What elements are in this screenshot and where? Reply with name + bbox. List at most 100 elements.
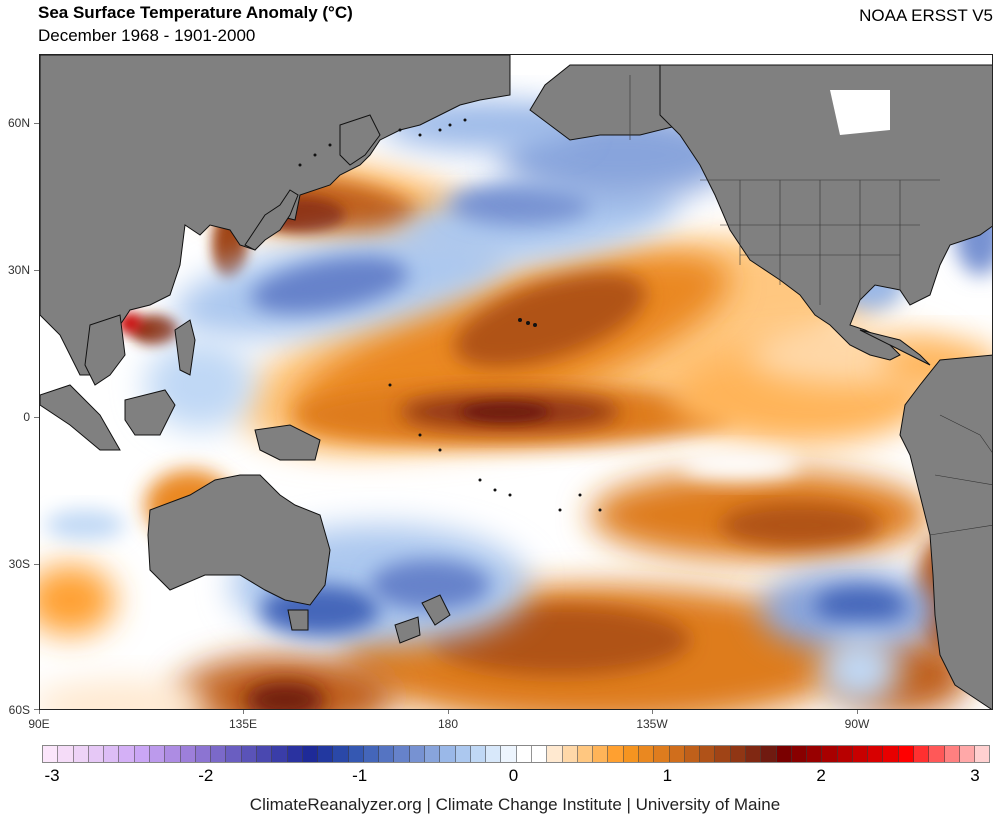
land-masses xyxy=(40,55,992,709)
y-tick-label: 30S xyxy=(8,557,30,571)
y-tick-label: 0 xyxy=(23,410,30,424)
land-new-guinea xyxy=(254,424,321,461)
colorbar-swatch xyxy=(256,746,273,762)
colorbar-swatch xyxy=(914,746,930,762)
land-new-zealand-north xyxy=(421,594,451,626)
colorbar-swatch xyxy=(58,746,74,762)
y-tick-label: 30N xyxy=(7,263,30,277)
y-tick-mark xyxy=(34,417,39,418)
credit-line: ClimateReanalyzer.org | Climate Change I… xyxy=(249,795,781,814)
colorbar-swatch xyxy=(715,746,731,762)
colorbar-swatch xyxy=(608,746,624,762)
colorbar-swatch xyxy=(929,746,945,762)
colorbar-swatch xyxy=(700,746,716,762)
colorbar-swatch xyxy=(654,746,670,762)
x-tick-mark xyxy=(857,710,858,714)
colorbar-swatch xyxy=(898,746,915,762)
land-indochina xyxy=(84,314,126,386)
colorbar-swatch xyxy=(470,746,487,762)
land-greenland-gap xyxy=(830,90,890,135)
colorbar-swatch xyxy=(623,746,639,762)
colorbar-swatch xyxy=(837,746,853,762)
land-central-america xyxy=(859,329,931,366)
land-south-america xyxy=(899,354,992,709)
land-tasmania xyxy=(287,609,309,631)
colorbar-swatch xyxy=(547,746,563,762)
colorbar-swatch xyxy=(807,746,823,762)
colorbar-tick-label: 2 xyxy=(816,766,826,785)
colorbar-swatch xyxy=(119,746,135,762)
colorbar-swatch xyxy=(944,746,960,762)
x-tick-label: 180 xyxy=(437,717,459,731)
colorbar-swatch xyxy=(88,746,105,762)
colorbar-swatch xyxy=(684,746,701,762)
colorbar-tick-label: 3 xyxy=(970,766,980,785)
y-tick-mark xyxy=(34,123,39,124)
colorbar-swatch xyxy=(363,746,380,762)
land-north-america xyxy=(659,64,992,361)
colorbar-tick-label: -3 xyxy=(44,766,60,785)
colorbar-swatch xyxy=(959,746,976,762)
y-tick-mark xyxy=(34,270,39,271)
colorbar-swatch xyxy=(241,746,257,762)
y-tick-label: 60S xyxy=(8,703,30,717)
x-tick-label: 135E xyxy=(228,717,258,731)
x-tick-mark xyxy=(39,710,40,714)
colorbar-swatch xyxy=(287,746,303,762)
x-tick-label: 90W xyxy=(844,717,870,731)
colorbar-tick-label: 1 xyxy=(662,766,673,785)
map-canvas xyxy=(40,55,992,709)
land-japan xyxy=(244,189,299,251)
colorbar-swatch xyxy=(440,746,456,762)
land-sumatra xyxy=(40,384,121,451)
colorbar-swatch xyxy=(43,746,59,762)
colorbar-tick-label: -2 xyxy=(198,766,214,785)
island-dots xyxy=(298,118,602,512)
colorbar-swatch xyxy=(822,746,838,762)
colorbar-swatch xyxy=(577,746,594,762)
colorbar-swatch xyxy=(195,746,212,762)
chart-title: Sea Surface Temperature Anomaly (°C) xyxy=(38,3,353,22)
colorbar-swatch xyxy=(501,746,517,762)
x-tick-mark xyxy=(243,710,244,714)
land-new-zealand-south xyxy=(394,616,421,644)
land-borneo xyxy=(124,389,176,436)
colorbar-swatch xyxy=(165,746,181,762)
colorbar-swatch xyxy=(333,746,349,762)
colorbar-swatch xyxy=(211,746,227,762)
colorbar-swatch xyxy=(745,746,762,762)
colorbar-swatch xyxy=(486,746,502,762)
colorbar-swatch xyxy=(134,746,150,762)
colorbar-swatch xyxy=(149,746,166,762)
colorbar-swatch xyxy=(272,746,288,762)
colorbar-swatch xyxy=(532,746,548,762)
colorbar-swatch xyxy=(562,746,578,762)
colorbar xyxy=(42,745,990,763)
colorbar-swatch xyxy=(852,746,869,762)
colorbar-swatch xyxy=(761,746,777,762)
land-australia xyxy=(147,474,331,606)
colorbar-swatch xyxy=(593,746,609,762)
colorbar-swatch xyxy=(669,746,685,762)
colorbar-swatch xyxy=(776,746,792,762)
colorbar-swatch xyxy=(516,746,532,762)
colorbar-swatch xyxy=(730,746,746,762)
colorbar-swatch xyxy=(226,746,242,762)
colorbar-swatch xyxy=(791,746,808,762)
colorbar-swatch xyxy=(302,746,319,762)
chart-subtitle: December 1968 - 1901-2000 xyxy=(38,26,256,45)
y-tick-mark xyxy=(34,564,39,565)
x-tick-label: 90E xyxy=(28,717,50,731)
colorbar-tick-label: 0 xyxy=(508,766,519,785)
x-tick-label: 135W xyxy=(636,717,668,731)
colorbar-swatch xyxy=(379,746,395,762)
colorbar-swatch xyxy=(394,746,410,762)
colorbar-swatch xyxy=(883,746,899,762)
x-tick-mark xyxy=(448,710,449,714)
political-borders xyxy=(629,75,992,536)
colorbar-swatch xyxy=(180,746,196,762)
colorbar-swatch xyxy=(73,746,89,762)
colorbar-swatch xyxy=(318,746,334,762)
y-tick-mark xyxy=(34,709,39,710)
colorbar-swatch xyxy=(868,746,884,762)
